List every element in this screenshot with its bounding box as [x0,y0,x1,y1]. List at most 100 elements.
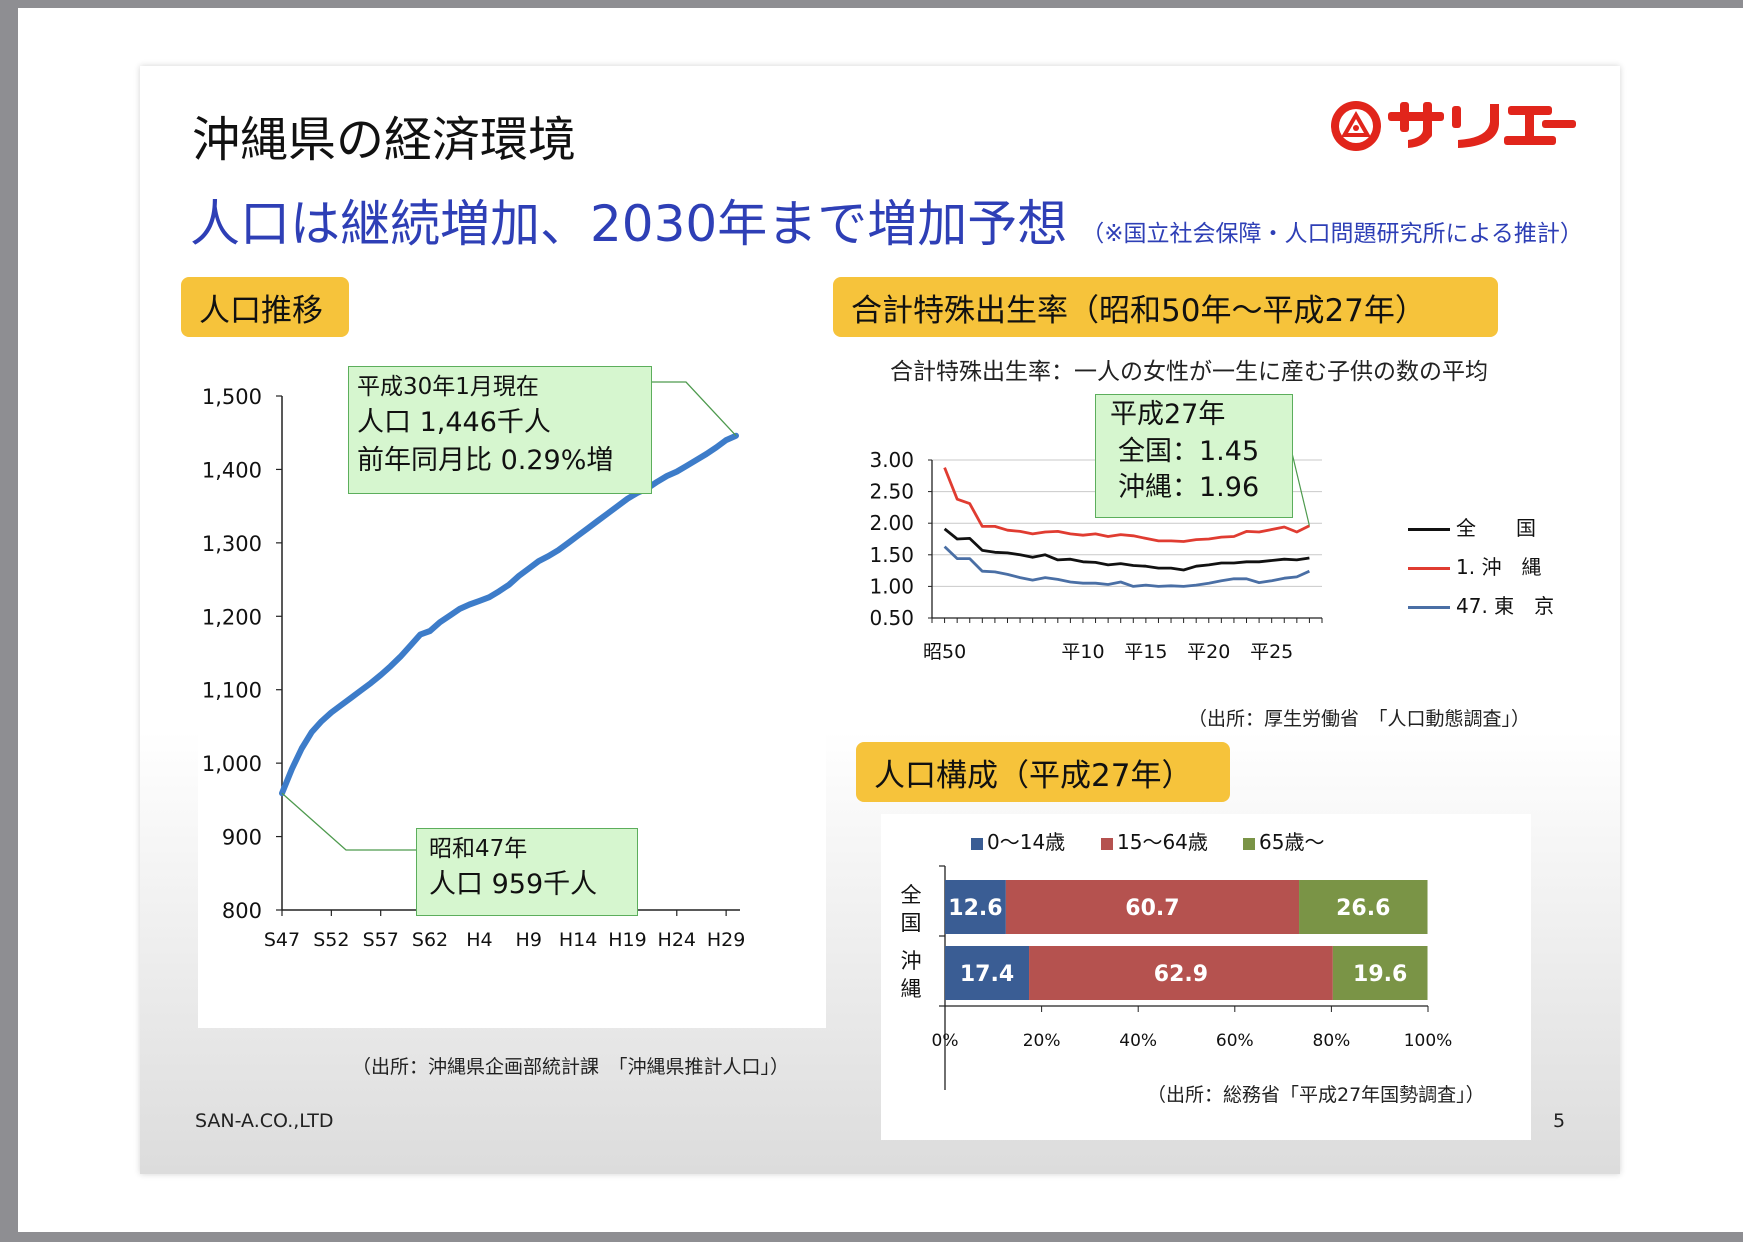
composition-x-tick-label: 20% [1023,1031,1061,1051]
population-x-tick-label: S62 [412,929,448,951]
population-callout-top-leader [652,381,737,437]
fertility-note: 合計特殊出生率：一人の女性が一生に産む子供の数の平均 [890,359,1488,385]
composition-category-label: 沖 [901,949,922,973]
composition-legend-item-65: 65歳〜 [1243,826,1324,855]
composition-chart-panel: 0% 20% 40% 60% 80% 100% 全国 12.6 60.7 26.6 沖縄 17.4 62… [881,814,1531,1140]
footer-company: SAN-A.CO.,LTD [195,1110,334,1132]
fertility-callout-line3: 沖縄：1.96 [1118,472,1260,504]
composition-legend-label-0-14: 0〜14歳 [987,830,1066,854]
composition-category-label: 縄 [901,977,922,1001]
fertility-callout: 平成27年 全国：1.45 沖縄：1.96 [1095,394,1293,518]
subtitle-note: （※国立社会保障・人口問題研究所による推計） [1081,221,1583,247]
fertility-x-tick-label: 昭50 [923,641,966,663]
population-y-tick-label: 1,400 [202,458,262,482]
legend-swatch-okinawa [1408,567,1450,570]
window-frame-left [0,0,18,1242]
fertility-callout-line2: 全国：1.45 [1118,435,1260,467]
fertility-x-tick-label: 平15 [1124,641,1167,663]
composition-bar-value-label: 60.7 [1125,896,1179,921]
callout-top-line3: 前年同月比 0.29%増 [357,444,614,476]
population-y-tick-label: 1,500 [202,385,262,409]
fertility-y-tick-label: 2.00 [869,511,914,535]
fertility-x-tick-label: 平25 [1250,641,1293,663]
callout-bottom-line1: 昭和47年 [429,836,528,862]
population-y-tick-label: 900 [222,826,262,850]
fertility-label-pill: 合計特殊出生率（昭和50年〜平成27年） [833,277,1498,337]
legend-label-national: 全 国 [1456,516,1536,540]
legend-item-tokyo: 47. 東 京 [1408,590,1554,619]
population-y-tick-label: 1,300 [202,532,262,556]
population-callout-bottom: 昭和47年 人口 959千人 [416,828,638,916]
composition-bar-value-label: 26.6 [1336,896,1390,921]
population-label: 人口推移 [199,292,323,329]
legend-label-okinawa: 1. 沖 縄 [1456,555,1542,579]
composition-legend-swatch-65 [1243,837,1255,850]
fertility-y-tick-label: 3.00 [869,448,914,472]
population-callout-top: 平成30年1月現在 人口 1,446千人 前年同月比 0.29%増 [348,366,652,494]
population-x-tick-label: H29 [707,929,745,951]
composition-chart: 0% 20% 40% 60% 80% 100% 全国 12.6 60.7 26.6 沖縄 17.4 62… [901,865,1453,1090]
population-source: （出所：沖縄県企画部統計課 「沖縄県推計人口」） [352,1056,790,1078]
composition-x-tick-label: 60% [1216,1031,1254,1051]
population-y-tick-label: 1,000 [202,752,262,776]
population-y-tick-label: 1,100 [202,679,262,703]
population-x-tick-label: H9 [516,929,542,951]
legend-swatch-tokyo [1408,606,1450,609]
slide-subtitle: 人口は継続増加、2030年まで増加予想 （※国立社会保障・人口問題研究所による推計… [190,184,1583,256]
legend-label-tokyo: 47. 東 京 [1456,594,1555,618]
composition-bar-segment [1299,880,1428,934]
page-number: 5 [1553,1110,1566,1132]
population-x-tick-label: S52 [313,929,349,951]
callout-bottom-line2: 人口 959千人 [429,868,598,900]
callout-top-line2: 人口 1,446千人 [357,406,551,438]
composition-legend-item-0-14: 0〜14歳 [971,826,1065,855]
fertility-y-tick-label: 0.50 [869,606,914,630]
composition-legend-item-15-64: 15〜64歳 [1101,826,1208,855]
population-y-tick-label: 800 [222,899,262,923]
population-y-tick-label: 1,200 [202,605,262,629]
slide-title: 沖縄県の経済環境 [192,112,577,168]
population-x-tick-label: H14 [559,929,597,951]
window-frame-top [0,0,1743,8]
population-x-tick-label: S57 [363,929,399,951]
legend-item-national: 全 国 [1408,512,1536,541]
population-x-tick-label: H24 [658,929,696,951]
population-x-tick-label: H4 [466,929,492,951]
san-a-logo [1331,101,1576,151]
population-chart-panel: 1,500 1,400 1,300 1,200 1,100 1,000 900 800 S47 S… [198,366,826,1028]
composition-legend-swatch-0-14 [971,837,983,850]
fertility-label: 合計特殊出生率（昭和50年〜平成27年） [851,292,1426,329]
fertility-source: （出所：厚生労働省 「人口動態調査」） [1188,708,1531,730]
fertility-y-tick-label: 1.00 [869,574,914,598]
fertility-series-line-0 [943,527,1310,572]
composition-label: 人口構成（平成27年） [874,757,1193,794]
fertility-series-line-2 [943,545,1310,588]
population-x-tick-label: H19 [608,929,646,951]
composition-label-pill: 人口構成（平成27年） [856,742,1230,802]
subtitle-text: 人口は継続増加、2030年まで増加予想 [190,195,1068,253]
composition-bar-value-label: 17.4 [960,962,1014,987]
population-callout-bottom-leader [281,792,416,851]
composition-x-tick-label: 100% [1404,1031,1453,1051]
fertility-chart: 3.00 2.50 2.00 1.50 1.00 0.50 昭50 平10 平15 平20 平25 [869,427,1323,663]
fertility-callout-line1: 平成27年 [1110,399,1226,430]
population-series-line [279,432,739,797]
legend-swatch-national [1408,528,1450,531]
fertility-series-line-1 [943,467,1311,543]
composition-bar-segment [1005,880,1300,934]
composition-bar-segment [1332,946,1428,1000]
composition-bar-segment [1029,946,1333,1000]
composition-legend-label-15-64: 15〜64歳 [1117,830,1208,854]
composition-bar-value-label: 19.6 [1353,962,1407,987]
fertility-x-tick-label: 平10 [1061,641,1104,663]
fertility-x-tick-label: 平20 [1187,641,1230,663]
legend-item-okinawa: 1. 沖 縄 [1408,551,1541,580]
population-x-tick-label: S47 [264,929,300,951]
composition-category-label: 全 [901,883,922,907]
fertility-y-tick-label: 2.50 [869,480,914,504]
composition-legend-label-65: 65歳〜 [1259,830,1325,854]
population-label-pill: 人口推移 [181,277,349,337]
composition-category-label: 国 [901,911,922,935]
composition-bar-value-label: 62.9 [1154,962,1208,987]
